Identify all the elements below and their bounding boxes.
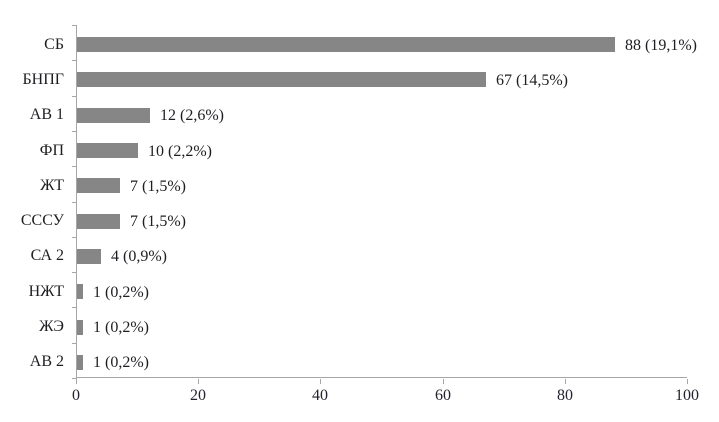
value-label: 12 (2,6%) [160, 107, 224, 125]
value-label: 1 (0,2%) [93, 354, 149, 372]
value-label: 4 (0,9%) [111, 248, 167, 266]
value-label: 10 (2,2%) [148, 142, 212, 160]
x-axis-tick-label: 60 [435, 387, 451, 404]
value-label: 1 (0,2%) [93, 319, 149, 337]
y-axis-tick [72, 307, 77, 308]
x-axis-tick [687, 379, 688, 384]
bar [77, 354, 83, 370]
y-axis-tick [72, 378, 77, 379]
category-label: АВ 2 [29, 353, 64, 371]
bar [77, 37, 615, 53]
y-axis-tick [72, 272, 77, 273]
bar [77, 213, 120, 229]
category-label: ЖТ [40, 176, 64, 194]
bar [77, 178, 120, 194]
category-label: БНПГ [22, 70, 64, 88]
category-label: СССУ [20, 212, 64, 230]
bar [77, 143, 138, 159]
bar [77, 107, 150, 123]
y-axis-tick [72, 60, 77, 61]
category-label: ФП [39, 141, 64, 159]
x-axis-tick [443, 379, 444, 384]
x-axis-tick-label: 20 [190, 387, 206, 404]
value-label: 7 (1,5%) [130, 213, 186, 231]
category-label: ЖЭ [39, 318, 64, 336]
x-axis-tick-label: 80 [557, 387, 573, 404]
value-label: 67 (14,5%) [496, 71, 568, 89]
x-axis-tick-label: 100 [675, 387, 699, 404]
y-axis-tick [72, 343, 77, 344]
x-axis-tick [76, 379, 77, 384]
category-label: НЖТ [28, 282, 64, 300]
y-axis-tick [72, 237, 77, 238]
x-axis-tick [320, 379, 321, 384]
value-label: 7 (1,5%) [130, 177, 186, 195]
bar [77, 72, 486, 88]
x-axis-tick-label: 40 [312, 387, 328, 404]
y-axis-tick [72, 96, 77, 97]
y-axis-tick [72, 166, 77, 167]
x-axis-tick [565, 379, 566, 384]
y-axis-tick [72, 131, 77, 132]
bar [77, 284, 83, 300]
y-axis-tick [72, 202, 77, 203]
value-label: 1 (0,2%) [93, 283, 149, 301]
category-label: СА 2 [30, 247, 64, 265]
bar [77, 319, 83, 335]
category-label: АВ 1 [29, 106, 64, 124]
plot-area [76, 25, 687, 378]
x-axis-tick-label: 0 [72, 387, 80, 404]
value-label: 88 (19,1%) [625, 36, 697, 54]
bar [77, 248, 101, 264]
y-axis-tick [72, 25, 77, 26]
x-axis-tick [198, 379, 199, 384]
category-label: СБ [44, 35, 64, 53]
